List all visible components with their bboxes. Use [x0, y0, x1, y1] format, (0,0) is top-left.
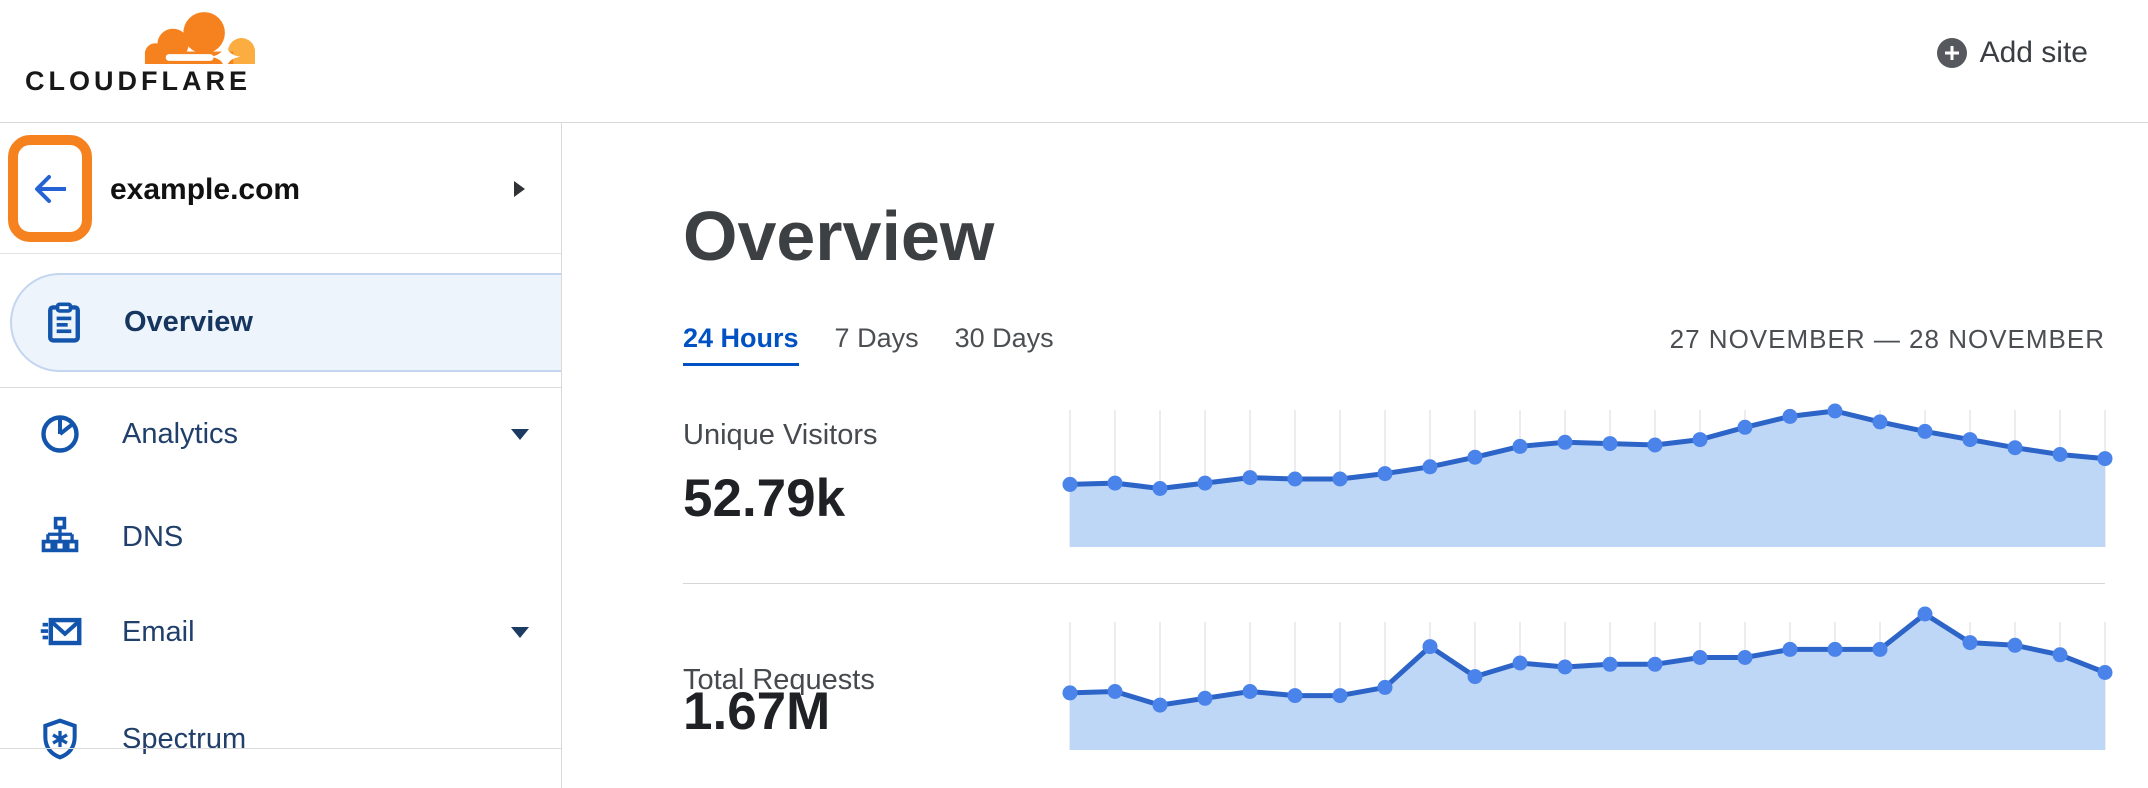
cloudflare-logotype: CLOUDFLARE: [25, 66, 251, 96]
add-site-button[interactable]: Add site: [1936, 36, 2088, 70]
metric-value-unique-visitors: 52.79k: [683, 469, 846, 528]
back-button[interactable]: [18, 145, 82, 232]
page-title: Overview: [683, 197, 995, 275]
main-content: Overview 24 Hours 7 Days 30 Days 27 NOVE…: [562, 123, 2148, 788]
time-range-tabs: 24 Hours 7 Days 30 Days: [683, 323, 1054, 366]
cloudflare-cloud-icon: [144, 12, 255, 64]
sidebar-item-analytics[interactable]: Analytics: [0, 404, 561, 464]
cloudflare-logo[interactable]: CLOUDFLARE: [25, 8, 265, 113]
arrow-left-icon: [35, 174, 66, 203]
sidebar-item-label: Email: [122, 615, 195, 648]
metrics-divider: [683, 583, 2105, 584]
pie-chart-icon: [41, 415, 79, 453]
chevron-right-icon[interactable]: [514, 181, 525, 197]
sidebar-item-label: Overview: [124, 306, 253, 338]
sidebar-divider: [0, 748, 561, 749]
clipboard-icon: [48, 301, 80, 343]
plus-circle-icon: [1936, 38, 1967, 68]
metric-value-total-requests: 1.67M: [683, 682, 831, 741]
dns-tree-icon: [41, 516, 79, 553]
unique-visitors-chart: [1062, 403, 2113, 547]
sidebar-item-overview[interactable]: Overview: [10, 273, 561, 372]
sidebar-item-label: Spectrum: [122, 722, 247, 755]
top-header: CLOUDFLARE Add site: [0, 0, 2148, 123]
date-range-label: 27 NOVEMBER — 28 NOVEMBER: [1669, 324, 2105, 354]
sidebar-item-dns[interactable]: DNS: [0, 507, 561, 567]
chevron-down-icon: [511, 626, 529, 638]
shield-spectrum-icon: [43, 718, 77, 760]
tab-24-hours[interactable]: 24 Hours: [683, 323, 799, 366]
site-selector-row: example.com: [0, 123, 561, 254]
chevron-down-icon: [511, 428, 529, 440]
sidebar-item-label: Analytics: [122, 417, 239, 450]
site-name: example.com: [110, 173, 301, 206]
sidebar: example.com Overview Analytics: [0, 123, 562, 788]
email-icon: [40, 617, 82, 646]
total-requests-chart: [1062, 606, 2113, 750]
metric-label-total-requests: Total Requests: [683, 664, 875, 696]
sidebar-divider: [0, 387, 561, 388]
back-button-highlight: [8, 135, 92, 242]
metric-label-unique-visitors: Unique Visitors: [683, 419, 878, 451]
tab-30-days[interactable]: 30 Days: [954, 323, 1054, 353]
sidebar-item-spectrum[interactable]: Spectrum: [0, 709, 561, 769]
sidebar-item-label: DNS: [122, 520, 184, 553]
sidebar-item-email[interactable]: Email: [0, 602, 561, 662]
tab-7-days[interactable]: 7 Days: [834, 323, 919, 353]
add-site-label: Add site: [1979, 36, 2088, 69]
